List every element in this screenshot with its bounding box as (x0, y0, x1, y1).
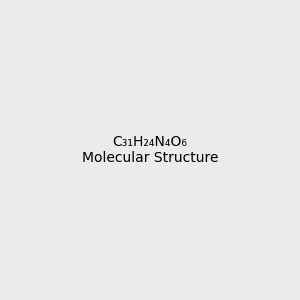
Text: C₃₁H₂₄N₄O₆
Molecular Structure: C₃₁H₂₄N₄O₆ Molecular Structure (82, 135, 218, 165)
